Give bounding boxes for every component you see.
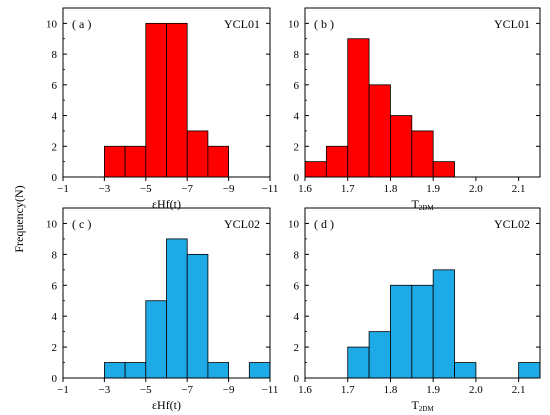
y-tick-label: 10: [46, 218, 58, 230]
panel-label: ( a ): [72, 17, 91, 31]
x-tick-label: 1.6: [298, 183, 312, 195]
panel-c: 0 2 4 6 8 10 −1 −3 −5 −7 −9 −11 εHf(t) ( c ) YCL02: [46, 207, 279, 412]
histogram-bar: [104, 362, 126, 379]
x-tick-label: 2.1: [512, 384, 526, 396]
histogram-bar: [248, 362, 271, 379]
y-tick-label: 10: [288, 218, 300, 230]
axes-frame: [304, 207, 541, 379]
histogram-bar: [432, 161, 455, 178]
histogram-bar: [304, 161, 327, 178]
histogram-bar: [124, 362, 147, 379]
histogram-bar: [368, 84, 391, 178]
x-tick-label: −1: [57, 183, 69, 195]
y-tick-label: 8: [52, 249, 58, 261]
histogram-bar: [325, 145, 349, 178]
y-tick-label: 2: [294, 141, 300, 153]
y-tick-label: 10: [288, 18, 300, 30]
x-tick-label: −7: [181, 183, 193, 195]
histogram-bar: [518, 362, 541, 379]
x-tick-label: −9: [223, 183, 235, 195]
x-tick-label: 1.6: [298, 384, 312, 396]
y-tick-label: 6: [52, 80, 58, 92]
x-tick-label: 1.7: [341, 183, 355, 195]
x-tick-label: 2.1: [512, 183, 526, 195]
x-tick-label: −9: [223, 384, 235, 396]
y-tick-label: 0: [52, 172, 58, 184]
y-tick-label: 4: [52, 111, 58, 123]
y-tick-label: 0: [294, 172, 300, 184]
x-tick-label: −3: [99, 384, 111, 396]
axes-frame: [62, 7, 271, 178]
histogram-bar: [454, 362, 477, 379]
sample-name: YCL02: [224, 217, 260, 231]
x-axis-label: T2DM: [411, 398, 434, 413]
y-tick-label: 0: [52, 373, 58, 385]
x-axis-label-subscript: 2DM: [419, 405, 435, 413]
y-tick-label: 6: [52, 280, 58, 292]
histogram-bar: [124, 145, 147, 178]
histogram-bar: [166, 22, 188, 178]
histogram-bar: [104, 145, 126, 178]
histogram-bar: [347, 38, 370, 178]
y-tick-label: 10: [46, 18, 58, 30]
histogram-bar: [347, 346, 370, 379]
y-tick-label: 2: [294, 342, 300, 354]
histogram-bar: [411, 130, 434, 178]
y-tick-label: 4: [294, 111, 300, 123]
x-axis-label: εHf(t): [152, 197, 181, 211]
x-tick-label: −5: [140, 384, 152, 396]
x-tick-label: −5: [140, 183, 152, 195]
x-tick-label: −1: [57, 384, 69, 396]
shared-y-axis-label: Frequency(N): [12, 185, 26, 252]
y-tick-label: 8: [52, 49, 58, 61]
x-axis-label: εHf(t): [152, 398, 181, 412]
y-tick-label: 2: [52, 141, 58, 153]
histogram-bar: [207, 362, 229, 379]
sample-name: YCL01: [494, 17, 530, 31]
histogram-bar: [166, 238, 188, 379]
axes-frame: [62, 207, 271, 379]
histogram-bar: [411, 284, 434, 379]
x-tick-label: 1.7: [341, 384, 355, 396]
panel-label: ( d ): [314, 217, 334, 231]
sample-name: YCL01: [224, 17, 260, 31]
histogram-bar: [432, 269, 455, 379]
x-tick-label: 1.8: [384, 384, 398, 396]
axes-frame: [304, 7, 541, 178]
y-tick-label: 6: [294, 280, 300, 292]
x-tick-label: −11: [262, 183, 279, 195]
panel-label: ( b ): [314, 17, 334, 31]
y-tick-label: 2: [52, 342, 58, 354]
x-axis-label: T2DM: [411, 197, 434, 212]
histogram-bar: [368, 331, 391, 379]
panel-d: 0 2 4 6 8 10 1.6 1.7 1.8 1.9 2.0 2.1 T2DM ( d ) YCL02: [288, 207, 541, 413]
y-tick-label: 4: [294, 311, 300, 323]
histogram-bar: [186, 253, 209, 379]
x-tick-label: −3: [99, 183, 111, 195]
panel-a: 0 2 4 6 8 10 −1 −3 −5 −7 −9 −11 εHf(t) ( a ) YCL01: [46, 7, 279, 211]
x-tick-label: 1.9: [426, 384, 440, 396]
sample-name: YCL02: [494, 217, 530, 231]
y-tick-label: 0: [294, 373, 300, 385]
histogram-bar: [207, 145, 229, 178]
x-tick-label: 1.8: [384, 183, 398, 195]
y-tick-label: 8: [294, 49, 300, 61]
y-tick-label: 8: [294, 249, 300, 261]
histogram-bar: [390, 284, 413, 379]
x-tick-label: 1.9: [426, 183, 440, 195]
x-tick-label: 2.0: [469, 384, 483, 396]
panel-label: ( c ): [72, 217, 91, 231]
histogram-bar: [145, 300, 167, 379]
histogram-bar: [186, 130, 209, 178]
x-tick-label: −11: [262, 384, 279, 396]
x-tick-label: −7: [181, 384, 193, 396]
x-tick-label: 2.0: [469, 183, 483, 195]
y-tick-label: 6: [294, 80, 300, 92]
histogram-bar: [390, 115, 413, 178]
panel-b: 0 2 4 6 8 10 1.6 1.7 1.8 1.9 2.0 2.1 T2DM ( b ) YCL01: [288, 7, 541, 212]
histogram-bar: [145, 22, 167, 178]
y-tick-label: 4: [52, 311, 58, 323]
